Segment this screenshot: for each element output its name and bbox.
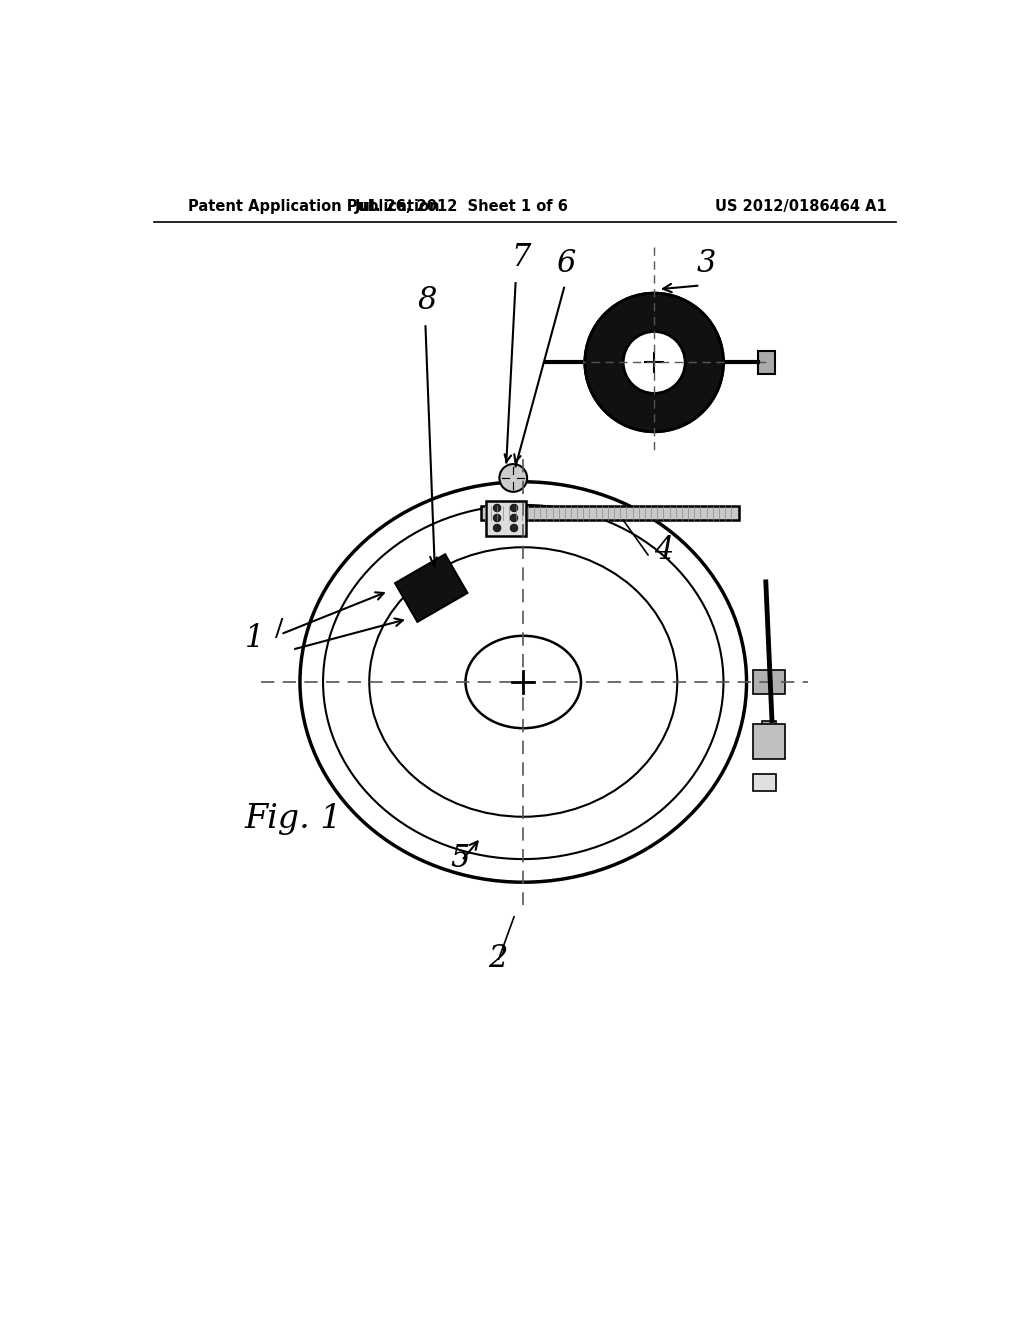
- Circle shape: [500, 465, 527, 492]
- Wedge shape: [585, 293, 724, 432]
- Text: 4: 4: [654, 535, 674, 566]
- Circle shape: [624, 331, 685, 393]
- Bar: [753, 725, 785, 759]
- Circle shape: [510, 524, 518, 532]
- Text: 1: 1: [245, 623, 264, 655]
- Text: Patent Application Publication: Patent Application Publication: [188, 198, 440, 214]
- Bar: [395, 554, 467, 622]
- Bar: [762, 721, 776, 739]
- Bar: [758, 351, 775, 374]
- Circle shape: [494, 513, 501, 521]
- Circle shape: [494, 524, 501, 532]
- Bar: [753, 775, 776, 791]
- Circle shape: [510, 513, 518, 521]
- Text: Jul. 26, 2012  Sheet 1 of 6: Jul. 26, 2012 Sheet 1 of 6: [354, 198, 568, 214]
- Text: 6: 6: [556, 248, 575, 280]
- Text: 3: 3: [696, 248, 716, 280]
- Circle shape: [510, 504, 518, 512]
- Circle shape: [494, 504, 501, 512]
- Text: /: /: [275, 618, 284, 640]
- Text: US 2012/0186464 A1: US 2012/0186464 A1: [715, 198, 887, 214]
- Text: 8: 8: [418, 285, 437, 315]
- Text: 7: 7: [512, 242, 531, 273]
- Bar: [485, 502, 525, 536]
- Text: 2: 2: [488, 942, 508, 974]
- Text: 5: 5: [451, 842, 469, 874]
- Text: Fig. 1: Fig. 1: [245, 804, 342, 836]
- Bar: [481, 506, 739, 520]
- Bar: [753, 671, 785, 693]
